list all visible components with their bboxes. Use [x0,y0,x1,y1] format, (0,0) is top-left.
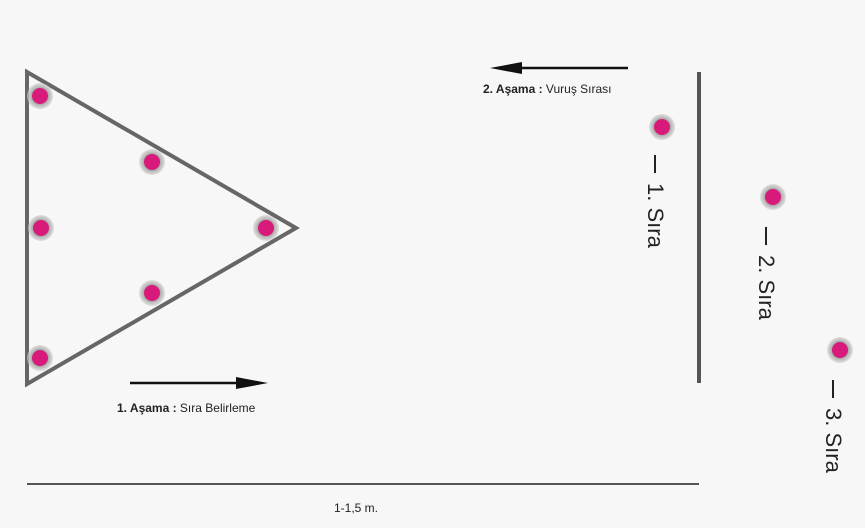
ball [28,215,54,241]
svg-text:3. Sıra: 3. Sıra [821,408,846,474]
ball [649,114,675,140]
ball [27,83,53,109]
row2-label: 2. Sıra [754,227,779,321]
row1-label: 1. Sıra [643,155,668,249]
svg-text:2. Sıra: 2. Sıra [754,255,779,321]
stage1-label: 1. Aşama : Sıra Belirleme [117,401,256,415]
ball [827,337,853,363]
stage1-arrow [130,377,268,389]
row3-label: 3. Sıra [821,380,846,474]
stage2-label: 2. Aşama : Vuruş Sırası [483,82,612,96]
distance-label: 1-1,5 m. [334,501,378,515]
ball [139,280,165,306]
stage2-arrow [490,62,628,74]
ball [139,149,165,175]
ball [253,215,279,241]
triangle-rack [25,68,300,388]
ball [27,345,53,371]
svg-text:1. Sıra: 1. Sıra [643,183,668,249]
ball [760,184,786,210]
